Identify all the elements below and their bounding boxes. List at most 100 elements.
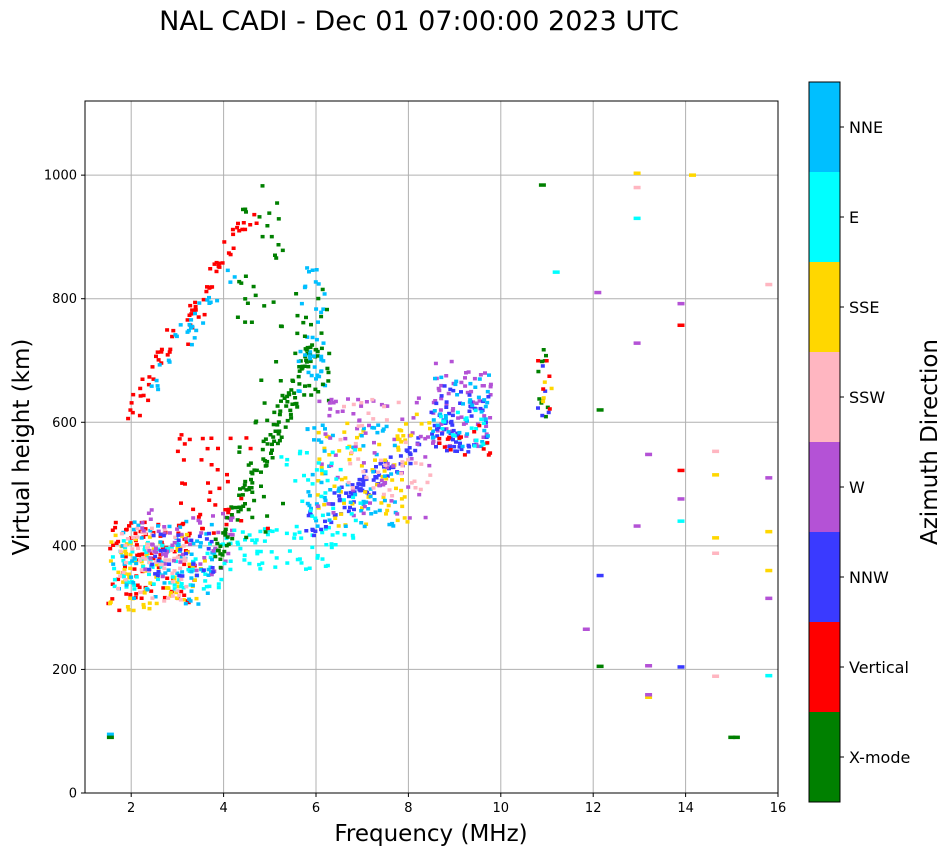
echo-point-nnw	[204, 537, 209, 541]
echo-point-x-mode	[243, 207, 248, 211]
echo-point-e	[216, 585, 221, 590]
echo-point-w	[223, 559, 228, 563]
echo-point-e	[216, 582, 221, 586]
echo-point-nne	[361, 499, 366, 504]
echo-point-x-mode	[310, 343, 315, 347]
echo-point-nne	[322, 292, 327, 296]
colorbar-label: SSE	[849, 298, 879, 317]
echo-point-sse	[147, 601, 152, 605]
echo-point-nnw	[313, 529, 318, 533]
echo-point-e	[181, 586, 186, 590]
echo-point-nne	[207, 295, 211, 300]
echo-point-w	[436, 386, 441, 391]
echo-point-x-mode	[543, 414, 548, 419]
echo-point-nnw	[162, 548, 167, 553]
echo-point-w	[367, 423, 371, 428]
echo-point-w	[765, 596, 773, 601]
echo-point-w	[423, 455, 428, 459]
echo-point-ssw	[116, 586, 120, 591]
echo-point-nnw	[156, 570, 161, 574]
echo-point-x-mode	[244, 488, 249, 492]
echo-point-w	[140, 520, 145, 525]
colorbar-swatch	[809, 442, 840, 532]
echo-point-x-mode	[261, 494, 266, 499]
echo-point-nne	[435, 423, 440, 427]
echo-point-e	[201, 587, 206, 591]
echo-point-vertical	[151, 556, 156, 561]
echo-point-x-mode	[213, 554, 218, 559]
echo-point-w	[162, 525, 167, 529]
echo-point-vertical	[677, 323, 685, 327]
echo-point-nnw	[371, 478, 376, 482]
echo-point-w	[211, 514, 215, 518]
echo-point-e	[306, 478, 311, 482]
echo-point-sse	[128, 566, 133, 571]
echo-point-w	[417, 492, 422, 497]
echo-point-vertical	[216, 446, 220, 451]
echo-point-x-mode	[302, 393, 307, 397]
echo-point-w	[154, 550, 159, 555]
colorbar-label: X-mode	[849, 748, 910, 767]
x-tick-label: 16	[770, 801, 787, 816]
echo-point-e	[258, 567, 263, 571]
echo-point-x-mode	[242, 483, 247, 487]
echo-point-nne	[368, 494, 373, 499]
echo-point-x-mode	[289, 416, 294, 420]
echo-point-nnw	[387, 466, 391, 471]
echo-point-sse	[190, 565, 195, 569]
echo-point-sse	[390, 478, 395, 482]
echo-point-vertical	[462, 453, 467, 457]
echo-point-nnw	[445, 448, 449, 453]
echo-point-nne	[467, 400, 472, 404]
echo-point-ssw	[177, 594, 182, 598]
echo-point-w	[459, 380, 464, 385]
echo-point-nne	[321, 341, 326, 345]
echo-point-x-mode	[537, 397, 542, 401]
echo-point-x-mode	[265, 514, 270, 518]
echo-point-x-mode	[251, 284, 256, 289]
echo-point-sse	[712, 473, 720, 477]
echo-point-x-mode	[325, 307, 329, 312]
echo-point-vertical	[244, 436, 249, 440]
echo-point-e	[240, 530, 245, 534]
echo-point-nne	[189, 569, 194, 574]
echo-point-sse	[765, 568, 773, 573]
echo-point-w	[164, 550, 169, 555]
echo-point-sse	[148, 581, 153, 585]
echo-point-x-mode	[238, 487, 242, 491]
echo-point-x-mode	[263, 530, 268, 534]
echo-point-x-mode	[277, 429, 282, 433]
echo-point-vertical	[214, 269, 219, 274]
echo-point-e	[124, 579, 129, 584]
echo-point-ssw	[418, 487, 423, 492]
echo-point-x-mode	[544, 353, 548, 358]
echo-point-ssw	[178, 566, 183, 571]
echo-point-ssw	[179, 558, 184, 562]
echo-point-x-mode	[262, 459, 267, 463]
echo-point-w	[478, 373, 483, 377]
echo-point-vertical	[220, 261, 225, 265]
echo-point-vertical	[205, 446, 210, 451]
echo-point-x-mode	[279, 399, 283, 403]
x-tick-label: 8	[404, 801, 412, 816]
echo-point-nne	[485, 434, 490, 438]
echo-point-vertical	[208, 490, 213, 494]
echo-point-ssw	[184, 584, 189, 589]
echo-point-x-mode	[283, 425, 288, 429]
echo-point-x-mode	[220, 553, 225, 557]
echo-point-ssw	[145, 542, 150, 547]
echo-point-nne	[454, 379, 459, 384]
echo-point-x-mode	[308, 345, 313, 350]
echo-point-w	[469, 389, 474, 394]
echo-point-e	[300, 499, 305, 503]
echo-point-sse	[126, 572, 131, 576]
echo-point-e	[121, 575, 126, 579]
echo-point-w	[230, 533, 235, 537]
echo-point-e	[326, 525, 331, 530]
echo-point-x-mode	[237, 445, 242, 449]
echo-point-ssw	[170, 580, 175, 584]
echo-point-vertical	[110, 597, 115, 601]
echo-point-x-mode	[262, 304, 267, 308]
echo-point-e	[172, 583, 177, 587]
echo-point-e	[284, 463, 289, 467]
